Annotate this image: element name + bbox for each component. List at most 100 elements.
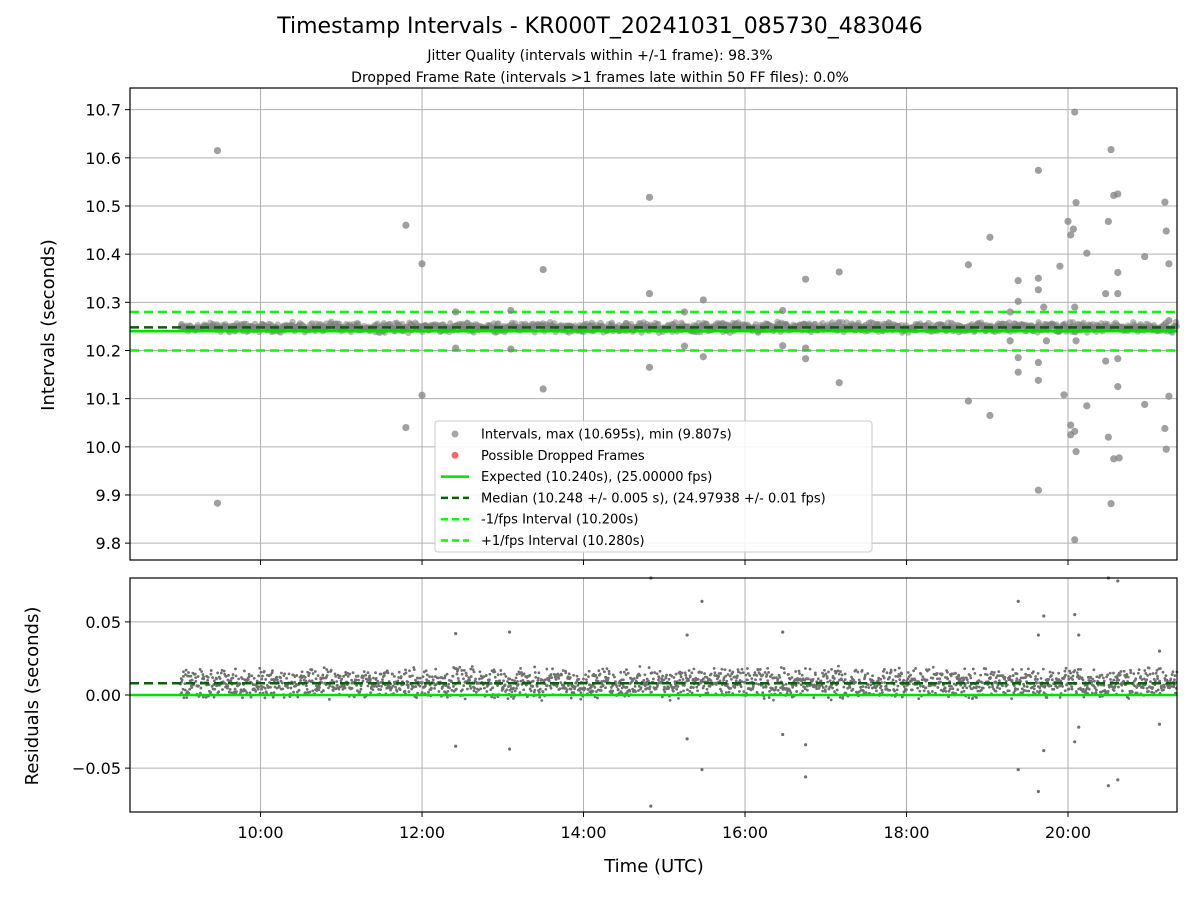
residual-point (857, 678, 861, 682)
residual-point (493, 675, 497, 679)
top-y-tick-label: 9.9 (96, 486, 121, 505)
residual-point (833, 677, 836, 680)
residual-point (981, 686, 985, 690)
residual-point (577, 677, 581, 681)
residual-point (272, 691, 276, 695)
residual-point (595, 676, 599, 679)
residual-point (430, 686, 433, 690)
outlier-point (213, 147, 222, 155)
residual-point (692, 667, 696, 671)
residual-point (966, 681, 970, 684)
residual-point (204, 695, 208, 699)
residual-point (235, 690, 238, 694)
residual-outlier-point (1036, 633, 1040, 637)
residual-point (1162, 683, 1166, 687)
residual-point (1010, 697, 1014, 701)
residual-point (758, 672, 762, 676)
residual-point (776, 677, 780, 681)
residual-point (201, 673, 205, 676)
residual-point (611, 673, 615, 677)
residual-point (514, 676, 518, 680)
residual-point (406, 683, 410, 687)
outlier-point (1161, 424, 1169, 433)
residual-point (355, 683, 358, 687)
residual-point (329, 668, 333, 672)
residual-point (325, 674, 329, 677)
residual-point (1027, 689, 1031, 693)
residual-point (1142, 677, 1146, 681)
outlier-point (1071, 303, 1079, 311)
residual-point (433, 675, 437, 678)
residual-outlier-point (1042, 614, 1046, 618)
residual-point (1089, 675, 1092, 679)
outlier-point (1034, 274, 1042, 282)
residual-point (248, 691, 252, 695)
residual-point (1055, 686, 1059, 690)
residual-point (545, 667, 549, 671)
residual-point (513, 679, 516, 683)
residual-point (688, 689, 692, 693)
residual-point (667, 677, 671, 681)
residual-point (522, 672, 526, 676)
residual-point (219, 671, 223, 675)
residual-point (720, 689, 723, 693)
residual-point (579, 691, 583, 695)
residual-point (709, 679, 713, 682)
residual-point (338, 674, 342, 678)
residual-point (994, 676, 998, 680)
residual-point (318, 686, 321, 689)
top-y-tick-label: 10.0 (85, 438, 121, 457)
residual-point (454, 687, 458, 691)
residual-outlier-point (685, 633, 689, 637)
residual-point (843, 678, 847, 682)
residual-point (670, 674, 674, 678)
x-tick-label: 12:00 (399, 823, 445, 842)
residual-point (212, 679, 216, 683)
residual-point (535, 684, 539, 688)
residual-point (229, 679, 233, 683)
residual-point (921, 675, 925, 679)
residual-point (506, 697, 510, 700)
residual-point (1067, 687, 1071, 691)
residual-point (910, 688, 914, 692)
residual-point (1038, 689, 1042, 693)
residual-point (1058, 696, 1062, 699)
jitter-quality-subtitle: Jitter Quality (intervals within +/-1 fr… (427, 48, 773, 64)
residual-point (501, 687, 505, 691)
residual-point (518, 691, 522, 694)
residual-point (785, 687, 789, 690)
outlier-point (1006, 337, 1014, 345)
residual-point (1067, 675, 1070, 678)
residual-point (626, 671, 630, 675)
residual-point (599, 689, 603, 692)
residual-point (971, 667, 975, 671)
residual-point (1083, 683, 1087, 687)
residual-point (371, 688, 375, 692)
residual-point (473, 686, 477, 690)
outlier-point (1072, 448, 1080, 456)
residual-point (424, 684, 427, 688)
residual-point (271, 678, 275, 681)
x-tick-label: 20:00 (1045, 823, 1091, 842)
residual-point (1149, 680, 1152, 684)
residual-point (622, 670, 626, 674)
residual-point (681, 678, 685, 681)
residual-point (972, 686, 976, 689)
residual-point (891, 678, 895, 682)
residual-point (407, 690, 411, 694)
residual-point (1071, 674, 1075, 678)
residual-point (1034, 675, 1038, 678)
residual-point (425, 678, 429, 682)
residual-point (1025, 689, 1028, 693)
residual-point (687, 679, 690, 683)
residual-point (238, 682, 242, 686)
residual-point (489, 681, 493, 685)
residual-point (295, 674, 299, 677)
residual-point (321, 673, 325, 677)
residual-point (398, 688, 402, 692)
residual-point (391, 684, 395, 688)
residual-point (431, 678, 435, 682)
residual-point (762, 685, 765, 689)
x-tick-label: 10:00 (237, 823, 283, 842)
residual-point (1108, 685, 1111, 689)
